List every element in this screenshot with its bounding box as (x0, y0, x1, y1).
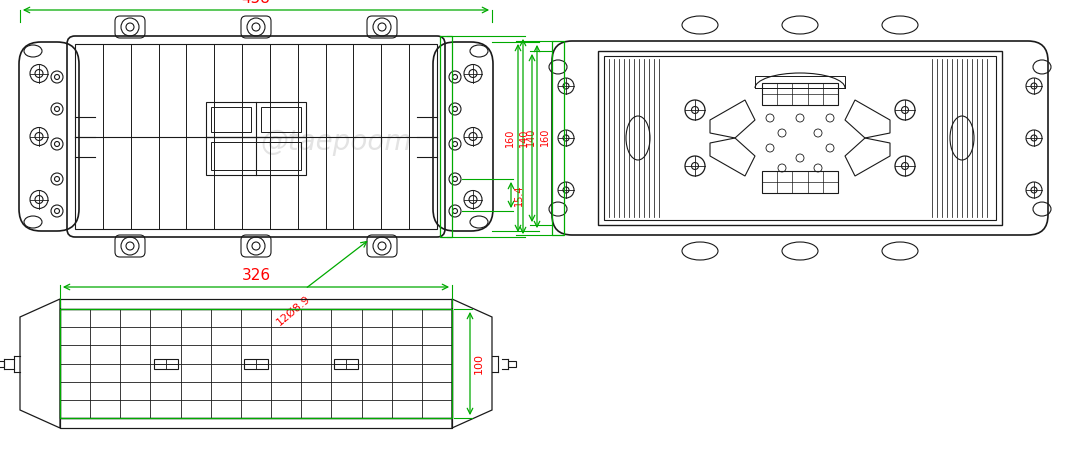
Text: 12Ø8.9: 12Ø8.9 (274, 294, 312, 328)
Bar (60, 299, 452, 309)
Bar (755, 76, 845, 88)
Bar (440, 36, 452, 237)
Bar (334, 358, 358, 369)
Bar (261, 106, 301, 131)
Bar (60, 309, 452, 418)
Text: 326: 326 (241, 268, 271, 283)
Bar (598, 51, 1002, 225)
Bar (211, 141, 301, 169)
Bar (604, 56, 996, 220)
Bar (211, 106, 251, 131)
Bar (508, 360, 516, 366)
Bar (60, 418, 452, 428)
Text: 140: 140 (519, 129, 529, 147)
Text: 458: 458 (242, 0, 271, 6)
Text: 140: 140 (526, 127, 536, 146)
Text: 100: 100 (474, 353, 484, 374)
Text: 15.4: 15.4 (514, 184, 524, 206)
Bar (552, 41, 564, 235)
Bar (206, 136, 306, 174)
Bar (244, 358, 268, 369)
Bar (762, 83, 838, 105)
Text: 160: 160 (540, 127, 550, 146)
Bar (762, 171, 838, 193)
Bar (154, 358, 178, 369)
Bar (60, 299, 452, 428)
Text: 160: 160 (505, 129, 515, 147)
Bar (60, 309, 452, 418)
Text: @taepoom: @taepoom (260, 128, 411, 156)
Bar (206, 101, 306, 136)
Bar (75, 44, 437, 229)
Bar (0, 360, 4, 366)
